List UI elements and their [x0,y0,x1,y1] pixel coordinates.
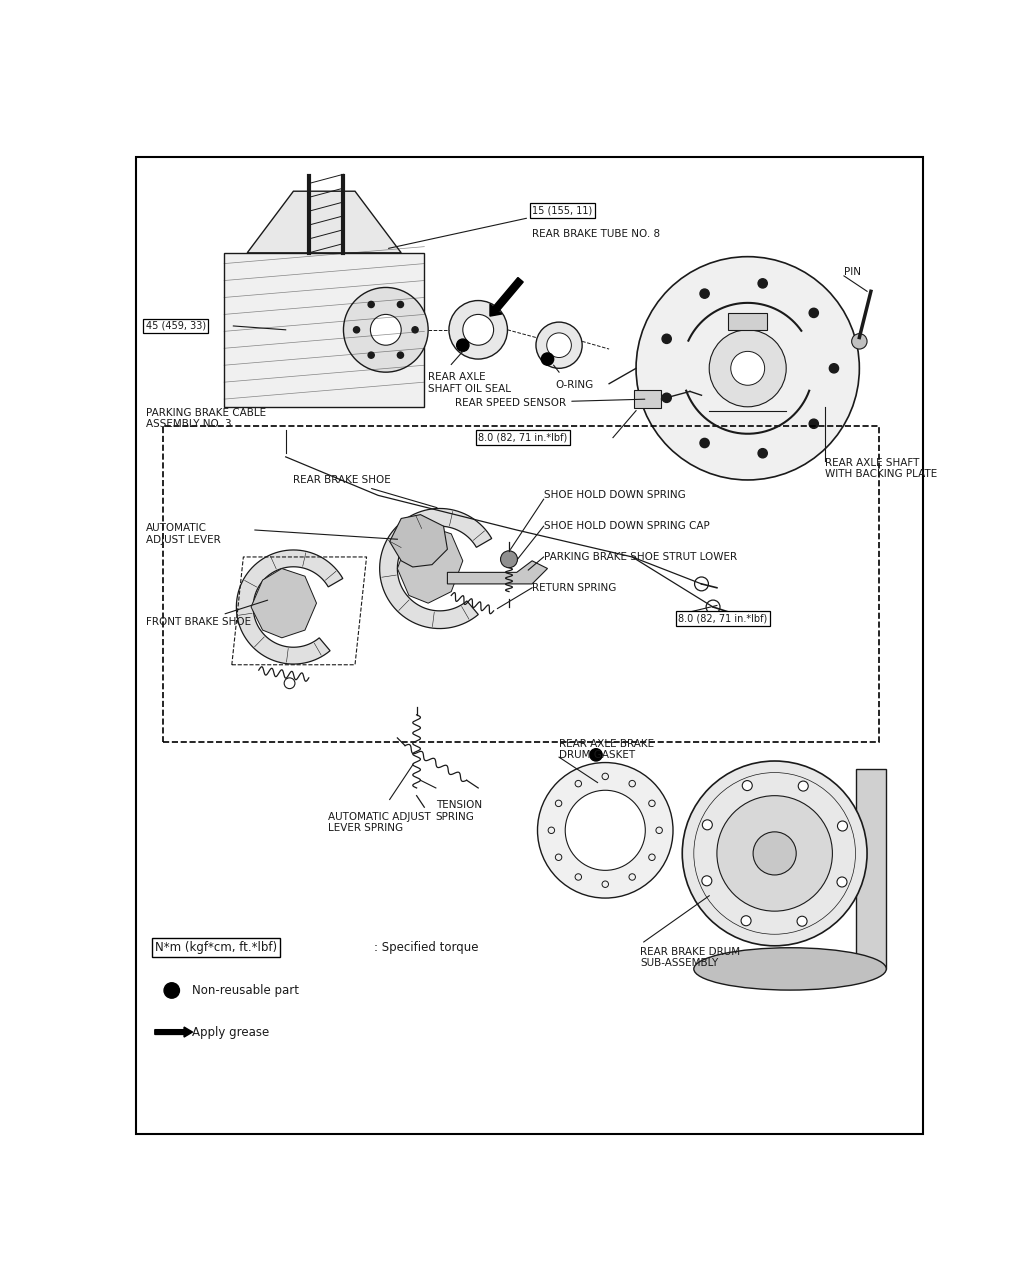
Circle shape [730,352,764,385]
Polygon shape [855,769,886,969]
Circle shape [809,420,818,428]
Text: 8.0 (82, 71 in.*lbf): 8.0 (82, 71 in.*lbf) [679,614,768,624]
Circle shape [284,678,295,688]
Circle shape [662,393,671,403]
Text: Non-reusable part: Non-reusable part [192,984,299,996]
Text: Apply grease: Apply grease [192,1026,269,1039]
Circle shape [717,796,833,911]
Circle shape [501,551,518,568]
Text: REAR AXLE SHAFT
WITH BACKING PLATE: REAR AXLE SHAFT WITH BACKING PLATE [824,458,937,480]
Circle shape [662,334,671,344]
Circle shape [343,288,428,372]
Polygon shape [237,550,343,664]
Text: O-RING: O-RING [555,380,593,390]
Circle shape [829,363,839,373]
Polygon shape [251,568,316,638]
Polygon shape [224,253,425,407]
Text: 8.0 (82, 71 in.*lbf): 8.0 (82, 71 in.*lbf) [478,432,567,443]
Circle shape [837,877,847,888]
Bar [634,390,661,408]
Text: REAR AXLE BRAKE
DRUM GASKET: REAR AXLE BRAKE DRUM GASKET [559,739,654,760]
Circle shape [799,781,808,792]
Circle shape [368,352,374,358]
Text: AUTOMATIC
ADJUST LEVER: AUTOMATIC ADJUST LEVER [146,523,220,545]
Circle shape [449,301,507,359]
Text: SHOE HOLD DOWN SPRING: SHOE HOLD DOWN SPRING [543,490,686,500]
Text: N*m (kgf*cm, ft.*lbf): N*m (kgf*cm, ft.*lbf) [155,941,277,954]
Text: RETURN SPRING: RETURN SPRING [532,583,617,592]
Circle shape [851,334,867,349]
Circle shape [164,982,180,998]
Circle shape [741,916,751,926]
Text: 45 (459, 33): 45 (459, 33) [146,321,206,331]
Text: AUTOMATIC ADJUST
LEVER SPRING: AUTOMATIC ADJUST LEVER SPRING [328,812,431,834]
Text: PARKING BRAKE SHOE STRUT LOWER: PARKING BRAKE SHOE STRUT LOWER [543,553,737,561]
Circle shape [682,761,867,945]
Circle shape [743,780,752,790]
Circle shape [758,449,768,458]
Text: REAR BRAKE DRUM
SUB-ASSEMBLY: REAR BRAKE DRUM SUB-ASSEMBLY [639,946,740,968]
Text: PIN: PIN [844,267,860,278]
Circle shape [809,308,818,317]
Circle shape [368,302,374,307]
Polygon shape [380,509,492,628]
Polygon shape [389,514,447,567]
Circle shape [412,326,418,333]
Circle shape [457,339,469,352]
FancyArrow shape [155,1027,192,1037]
Circle shape [701,876,712,886]
Polygon shape [447,560,547,585]
Text: SHOE HOLD DOWN SPRING CAP: SHOE HOLD DOWN SPRING CAP [543,521,710,531]
FancyArrow shape [490,278,523,316]
Circle shape [758,279,768,288]
Circle shape [398,352,404,358]
Circle shape [541,353,554,366]
Circle shape [700,439,710,448]
Circle shape [565,790,646,870]
Text: : Specified torque: : Specified torque [374,941,478,954]
Circle shape [353,326,359,333]
Text: 15 (155, 11): 15 (155, 11) [388,206,592,248]
Circle shape [590,748,602,761]
Text: REAR BRAKE SHOE: REAR BRAKE SHOE [293,475,437,508]
Circle shape [707,600,720,614]
Circle shape [537,762,674,898]
Circle shape [797,916,807,926]
Text: PARKING BRAKE CABLE
ASSEMBLY NO. 3: PARKING BRAKE CABLE ASSEMBLY NO. 3 [146,408,265,430]
Circle shape [546,333,571,358]
Bar [728,313,766,330]
Polygon shape [247,191,401,253]
Ellipse shape [694,948,886,990]
Text: TENSION
SPRING: TENSION SPRING [436,801,482,822]
Circle shape [371,315,401,345]
Circle shape [463,315,494,345]
Circle shape [636,257,859,480]
Circle shape [700,289,710,298]
Circle shape [702,820,713,830]
Circle shape [838,821,847,831]
Circle shape [694,577,709,591]
Circle shape [536,322,583,368]
Circle shape [753,831,796,875]
Circle shape [710,330,786,407]
Polygon shape [398,526,463,604]
Bar [162,426,879,742]
Text: REAR SPEED SENSOR: REAR SPEED SENSOR [456,398,645,408]
Text: FRONT BRAKE SHOE: FRONT BRAKE SHOE [146,600,268,628]
Circle shape [398,302,404,307]
Text: REAR BRAKE TUBE NO. 8: REAR BRAKE TUBE NO. 8 [532,229,660,239]
Text: REAR AXLE
SHAFT OIL SEAL: REAR AXLE SHAFT OIL SEAL [428,372,511,394]
